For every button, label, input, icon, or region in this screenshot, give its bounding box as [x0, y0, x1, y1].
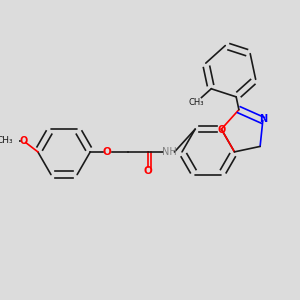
Text: NH: NH	[161, 147, 176, 157]
Text: O: O	[103, 147, 112, 157]
Text: O: O	[20, 136, 28, 146]
Text: N: N	[259, 114, 267, 124]
Text: CH₃: CH₃	[0, 136, 14, 145]
Text: O: O	[144, 166, 153, 176]
Text: CH₃: CH₃	[188, 98, 204, 107]
Text: O: O	[217, 125, 226, 135]
